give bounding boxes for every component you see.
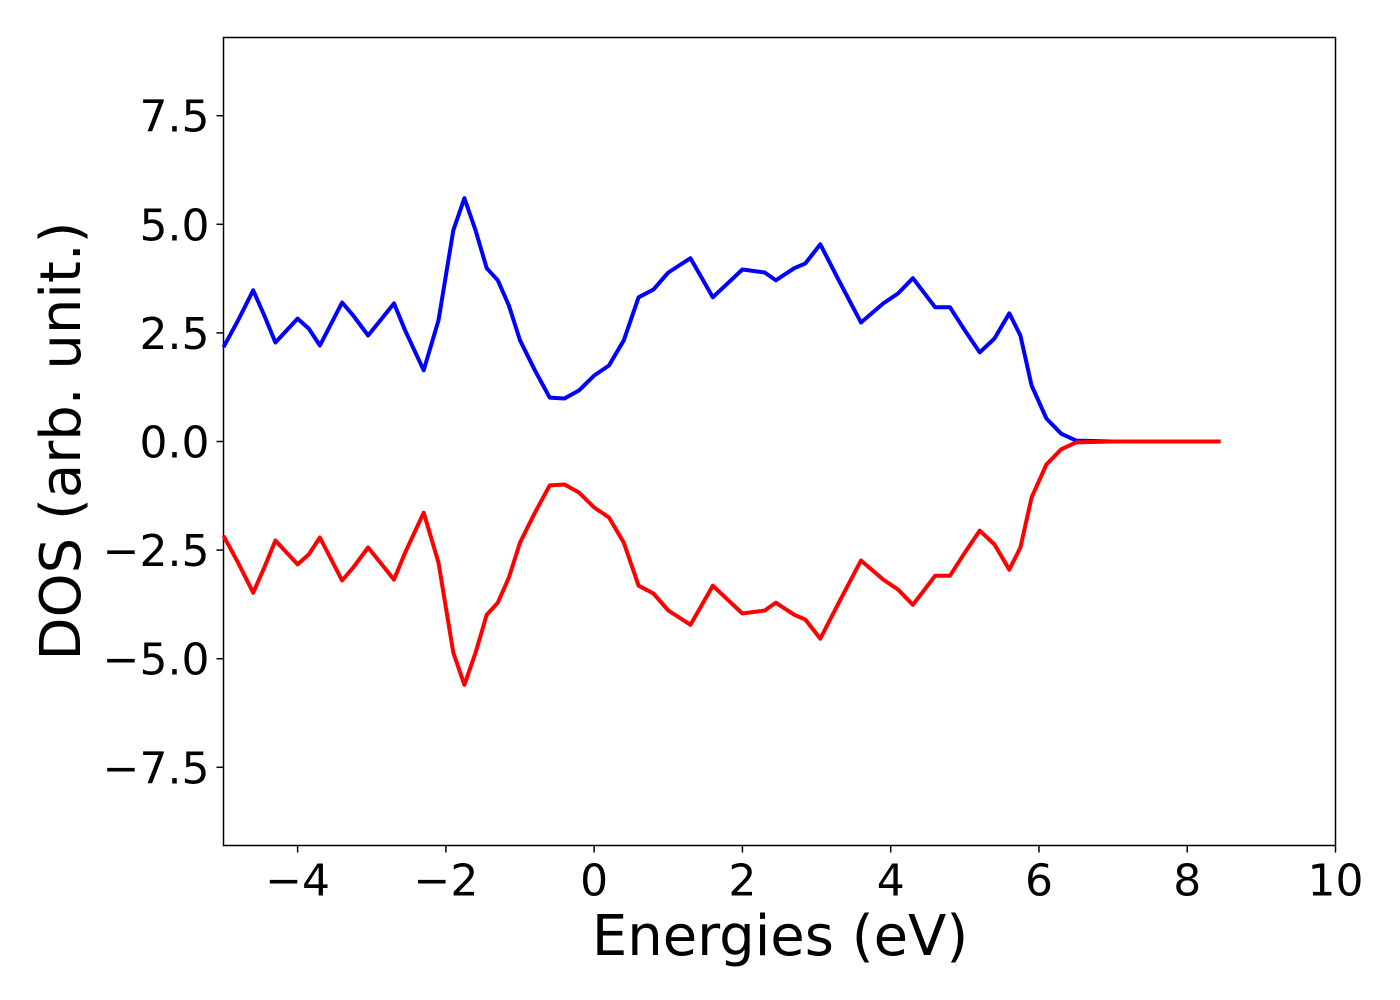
x-tick-label: 10 <box>1308 856 1364 907</box>
x-tick-label: 4 <box>877 856 905 907</box>
y-tick-label: −5.0 <box>103 635 210 686</box>
x-tick-label: 6 <box>1025 856 1053 907</box>
y-tick-label: 0.0 <box>140 418 210 469</box>
line-series <box>221 439 1221 687</box>
x-tick-label: −4 <box>265 856 330 907</box>
x-tick-label: 8 <box>1173 856 1201 907</box>
y-tick-label: −7.5 <box>103 743 210 794</box>
y-tick-label: 7.5 <box>140 92 210 143</box>
x-axis-label: Energies (eV) <box>592 904 968 969</box>
line-series <box>221 196 1221 444</box>
x-tick-label: 2 <box>728 856 756 907</box>
x-tick-label: −2 <box>413 856 478 907</box>
y-axis-label: DOS (arb. unit.) <box>29 221 94 660</box>
y-tick-label: −2.5 <box>103 526 210 577</box>
x-tick-label: 0 <box>580 856 608 907</box>
y-tick-label: 5.0 <box>140 200 210 251</box>
y-tick-label: 2.5 <box>140 309 210 360</box>
